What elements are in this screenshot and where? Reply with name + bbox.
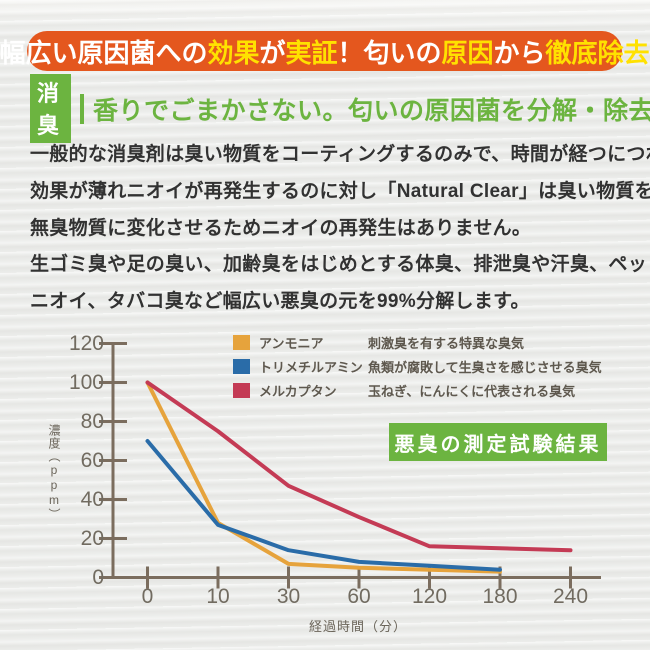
legend-swatch-icon: [233, 358, 250, 374]
headline-segment: 徹底除去: [545, 37, 650, 68]
x-tick-label: 30: [276, 585, 301, 608]
legend-series-description: 刺激臭を有する特異な臭気: [368, 335, 525, 351]
legend-series-description: 魚類が腐敗して生臭さを感じさせる臭気: [368, 359, 602, 375]
body-text-line: 生ゴミ臭や足の臭い、加齢臭をはじめとする体臭、排泄臭や汗臭、ペットの: [30, 254, 650, 275]
x-tick-label: 240: [552, 585, 589, 608]
legend-row: アンモニア 刺激臭を有する特異な臭気: [233, 330, 602, 354]
subtitle-text: 香りでごまかさない。匂いの原因菌を分解・除去: [93, 96, 650, 125]
y-tick-label: 40: [80, 487, 104, 511]
y-tick-label: 0: [92, 565, 104, 589]
headline-segment: が: [259, 37, 286, 68]
body-text-line: 効果が薄れニオイが再発生するのに対し「Natural Clear」は臭い物質を: [30, 181, 650, 202]
headline-banner: 幅広い原因菌への 効果が実証 ！匂いの 原因 から 徹底除去: [0, 31, 650, 71]
y-tick-label: 60: [80, 448, 104, 472]
body-text-line: ニオイ、タバコ臭など幅広い悪臭の元を99%分解します。: [30, 291, 530, 312]
legend-row: メルカプタン 玉ねぎ、にんにくに代表される臭気: [233, 378, 602, 402]
headline-segment: 実証: [285, 37, 338, 68]
headline-segment: 効果: [207, 37, 260, 68]
y-tick-label: 120: [68, 331, 104, 355]
legend-series-name: メルカプタン: [259, 383, 337, 399]
y-axis-title: 濃度（ppm）: [47, 424, 61, 521]
x-axis-title: 経過時間（分）: [308, 619, 407, 634]
headline-segment: ！匂いの: [337, 37, 442, 68]
section-subtitle: 消臭 香りでごまかさない。匂いの原因菌を分解・除去: [30, 74, 650, 143]
y-tick-label: 80: [80, 409, 104, 433]
body-paragraph-1: 一般的な消臭剤は臭い物質をコーティングするのみで、時間が経つにつれ 効果が薄れニ…: [30, 136, 650, 247]
legend-swatch-icon: [233, 334, 250, 350]
legend-swatch-icon: [233, 382, 250, 398]
y-tick-label: 100: [68, 370, 104, 394]
legend-row: トリメチルアミン 魚類が腐敗して生臭さを感じさせる臭気: [233, 354, 602, 378]
headline-segment: 幅広い原因菌への: [0, 37, 208, 68]
test-result-badge: 悪臭の測定試験結果: [389, 423, 607, 461]
x-tick-label: 60: [347, 585, 371, 608]
headline-segment: 原因: [441, 37, 494, 68]
y-tick-label: 20: [80, 526, 104, 550]
body-text-line: 無臭物質に変化させるためニオイの再発生はありません。: [30, 218, 532, 239]
series-line-メルカプタン: [145, 380, 573, 553]
body-text-line: 一般的な消臭剤は臭い物質をコーティングするのみで、時間が経つにつれ: [30, 144, 650, 165]
body-paragraph-2: 生ゴミ臭や足の臭い、加齢臭をはじめとする体臭、排泄臭や汗臭、ペットの ニオイ、タ…: [30, 246, 650, 320]
x-tick-label: 180: [482, 585, 518, 608]
x-tick-label: 120: [411, 585, 448, 608]
chart-legend: アンモニア 刺激臭を有する特異な臭気 トリメチルアミン 魚類が腐敗して生臭さを感じさせ…: [233, 330, 602, 402]
headline-segment: から: [493, 37, 546, 68]
deodorize-badge: 消臭: [30, 74, 72, 143]
series-line-アンモニア: [145, 380, 502, 574]
legend-series-name: アンモニア: [259, 335, 324, 351]
legend-series-name: トリメチルアミン: [259, 359, 363, 375]
x-tick-label: 10: [206, 585, 230, 608]
x-tick-label: 0: [141, 585, 154, 608]
legend-series-description: 玉ねぎ、にんにくに代表される臭気: [368, 383, 576, 399]
subtitle-divider-bar: [80, 93, 85, 124]
